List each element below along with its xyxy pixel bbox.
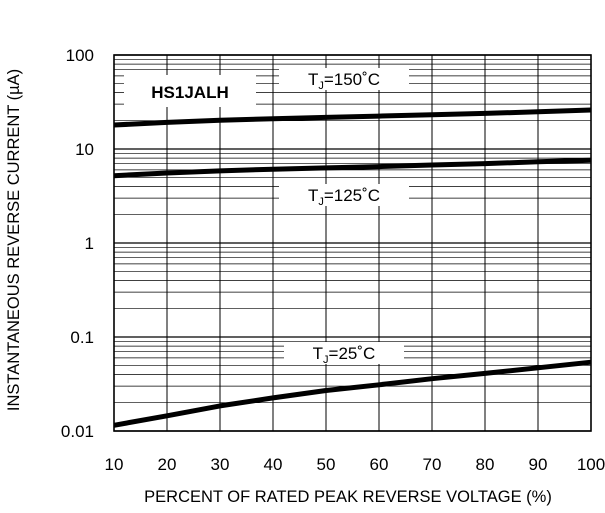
x-tick-label: 50 [317, 455, 336, 474]
curve-label-main: T [308, 70, 318, 89]
curve-label-rest: =25˚C [329, 344, 376, 363]
curve-label-text: TJ=150˚C [308, 70, 380, 92]
series-line-0 [113, 107, 592, 128]
curve-label-main: T [313, 344, 323, 363]
plot-frame [113, 54, 592, 432]
curve-label-0: TJ=150˚C [279, 68, 409, 92]
x-tick-labels: 10 20 30 40 50 60 70 80 90 100 [105, 455, 605, 474]
x-axis-label: PERCENT OF RATED PEAK REVERSE VOLTAGE (%… [144, 488, 552, 506]
curve-label-text: TJ=25˚C [313, 344, 376, 366]
series-line-2 [113, 359, 592, 428]
part-number-label: HS1JALH [124, 75, 256, 107]
curve-label-rest: =150˚C [324, 70, 380, 89]
x-tick-label: 70 [423, 455, 442, 474]
x-tick-label: 40 [264, 455, 283, 474]
series-curves [113, 107, 592, 428]
y-axis-label: INSTANTANEOUS REVERSE CURRENT (µA) [5, 69, 23, 411]
curve-label-text: TJ=125˚C [308, 186, 380, 208]
curve-label-main: T [308, 186, 318, 205]
curve-label-subscript: J [323, 354, 329, 366]
x-tick-label: 10 [105, 455, 124, 474]
y-tick-label: 0.01 [61, 422, 94, 441]
curve-label-background [279, 184, 409, 206]
curve-label-subscript: J [318, 80, 324, 92]
part-number-background [124, 75, 256, 107]
y-tick-label: 10 [75, 140, 94, 159]
y-tick-label: 100 [66, 46, 94, 65]
x-tick-label: 100 [577, 455, 605, 474]
curve-label-1: TJ=125˚C [279, 184, 409, 208]
curve-label-2: TJ=25˚C [284, 342, 404, 366]
x-tick-label: 30 [211, 455, 230, 474]
x-tick-label: 20 [158, 455, 177, 474]
x-tick-label: 90 [529, 455, 548, 474]
curve-label-subscript: J [318, 196, 324, 208]
x-tick-label: 80 [476, 455, 495, 474]
curve-label-rest: =125˚C [324, 186, 380, 205]
curve-label-background [284, 342, 404, 364]
y-tick-label: 0.1 [70, 328, 94, 347]
curve-label-background [279, 68, 409, 90]
series-line-1 [113, 157, 592, 179]
y-tick-labels: 0.01 0.1 1 10 100 [61, 46, 94, 441]
x-tick-label: 60 [370, 455, 389, 474]
part-number-text: HS1JALH [151, 83, 228, 102]
y-tick-label: 1 [85, 234, 94, 253]
